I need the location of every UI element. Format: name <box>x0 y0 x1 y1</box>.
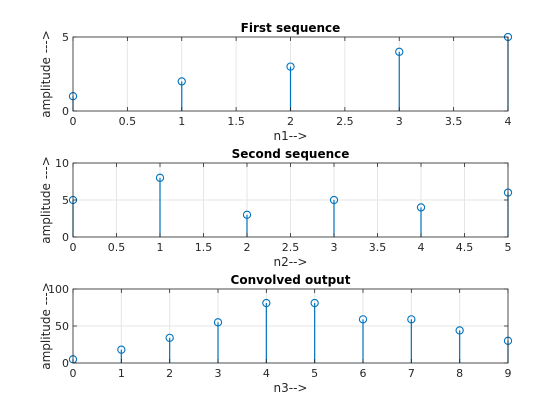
stem-marker <box>358 315 368 324</box>
x-tick-label: 5 <box>311 367 318 380</box>
x-tick-label: 0.5 <box>108 241 126 254</box>
y-tick-label: 0 <box>62 357 69 370</box>
subplot-2: 0 0.5 1 1.5 2 2.5 3 3.5 4 4.5 5 0 5 10 Second sequence… <box>39 147 513 269</box>
y-tick-label: 50 <box>55 320 69 333</box>
x-tick-label: 4 <box>263 367 270 380</box>
chart-title: Convolved output <box>231 273 351 287</box>
x-tick-label: 2.5 <box>282 241 300 254</box>
x-tick-label: 1.5 <box>195 241 213 254</box>
y-tick-label: 10 <box>55 157 69 170</box>
x-tick-label: 6 <box>360 367 367 380</box>
y-tick-label: 0 <box>62 105 69 118</box>
stem-marker <box>395 47 404 56</box>
x-tick-label: 4.5 <box>456 241 474 254</box>
y-tick-label: 5 <box>62 31 69 44</box>
stem-marker <box>155 173 165 182</box>
x-axis-label: n3--> <box>274 381 308 395</box>
x-tick-label: 2.5 <box>336 115 354 128</box>
x-tick-label: 2 <box>244 241 251 254</box>
x-axis-label: n1--> <box>274 129 308 143</box>
x-tick-label: 4 <box>418 241 425 254</box>
x-tick-label: 4 <box>505 115 512 128</box>
y-axis-label: amplitude ---> <box>39 156 53 244</box>
stem-marker <box>242 210 252 219</box>
y-tick-label: 100 <box>48 283 69 296</box>
x-tick-label: 1.5 <box>227 115 245 128</box>
y-axis-label: amplitude ---> <box>39 30 53 118</box>
stem-marker <box>329 195 339 205</box>
x-tick-label: 0 <box>70 241 77 254</box>
x-tick-label: 3 <box>331 241 338 254</box>
stem-marker <box>213 318 223 327</box>
y-axis-label: amplitude ---> <box>39 282 53 370</box>
x-tick-label: 3.5 <box>369 241 387 254</box>
subplot-1: 0 0.5 1 1.5 2 2.5 3 3.5 4 0 5 First sequence n1--> am… <box>39 21 513 143</box>
x-axis-label: n2--> <box>274 255 308 269</box>
stem-marker <box>455 326 464 335</box>
y-tick-label: 0 <box>62 231 69 244</box>
stem-marker <box>416 203 426 212</box>
x-tick-label: 1 <box>178 115 185 128</box>
x-tick-label: 0 <box>70 115 77 128</box>
stem-marker <box>286 62 295 71</box>
chart-title: First sequence <box>241 21 341 35</box>
x-tick-label: 2 <box>166 367 173 380</box>
x-tick-label: 3 <box>396 115 403 128</box>
stem-marker <box>165 333 174 342</box>
x-tick-label: 2 <box>287 115 294 128</box>
x-tick-label: 9 <box>505 367 512 380</box>
x-tick-label: 1 <box>157 241 164 254</box>
x-tick-label: 0.5 <box>119 115 137 128</box>
stem-marker <box>310 298 319 308</box>
stem-marker <box>407 315 416 324</box>
x-tick-label: 5 <box>505 241 512 254</box>
x-tick-label: 3.5 <box>445 115 463 128</box>
x-tick-label: 3 <box>215 367 222 380</box>
x-tick-label: 7 <box>408 367 415 380</box>
stem-marker <box>177 77 186 86</box>
chart-title: Second sequence <box>232 147 350 161</box>
stem-marker <box>262 298 271 308</box>
x-tick-label: 0 <box>70 367 77 380</box>
x-tick-label: 8 <box>456 367 463 380</box>
subplot-3: 0 1 2 3 4 5 6 7 8 9 0 50 100 Convolved output n3--> amp… <box>39 273 513 395</box>
x-tick-label: 1 <box>118 367 125 380</box>
stem-marker <box>117 345 126 354</box>
y-tick-label: 5 <box>62 194 69 207</box>
